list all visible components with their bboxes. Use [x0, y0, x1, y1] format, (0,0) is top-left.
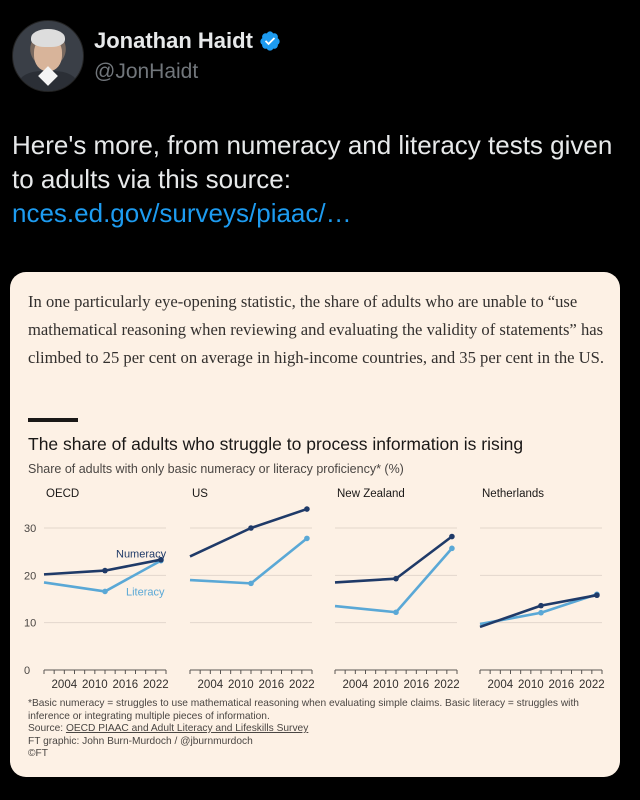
credit-line: FT graphic: John Burn-Murdoch / @jburnmu… [28, 735, 253, 747]
source-prefix: Source: [28, 723, 66, 734]
x-tick-label: 2022 [289, 679, 315, 691]
tweet-link[interactable]: nces.ed.gov/surveys/piaac/… [12, 198, 352, 228]
data-point-numeracy [102, 567, 108, 574]
media-card[interactable]: In one particularly eye-opening statisti… [10, 272, 620, 777]
y-tick-label: 0 [24, 665, 30, 677]
x-tick-label: 2022 [143, 679, 169, 691]
chart-footnotes: *Basic numeracy = struggles to use mathe… [28, 698, 608, 761]
data-point-literacy [248, 580, 254, 587]
x-tick-label: 2022 [579, 679, 605, 691]
verified-badge-icon [260, 31, 280, 51]
series-label-literacy: Literacy [126, 586, 165, 598]
x-tick-label: 2022 [434, 679, 460, 691]
x-tick-label: 2004 [198, 679, 224, 691]
panel-title: Netherlands [482, 488, 544, 500]
x-tick-label: 2004 [488, 679, 514, 691]
panel-title: OECD [46, 488, 79, 500]
data-point-numeracy [304, 506, 310, 512]
data-point-numeracy [158, 556, 164, 563]
series-line-literacy [189, 537, 308, 585]
avatar[interactable] [12, 20, 84, 92]
series-line-numeracy [43, 558, 162, 576]
article-quote: In one particularly eye-opening statisti… [28, 292, 604, 367]
y-tick-label: 10 [24, 618, 36, 630]
series-line-numeracy [189, 507, 308, 558]
x-tick-label: 2010 [82, 679, 108, 691]
y-tick-label: 20 [24, 570, 36, 582]
data-point-numeracy [594, 592, 600, 599]
data-point-literacy [102, 588, 108, 595]
x-tick-label: 2016 [549, 679, 575, 691]
data-point-numeracy [393, 575, 399, 582]
footnote-definitions-2: inference or integrating multiple pieces… [28, 710, 270, 722]
data-point-literacy [449, 545, 455, 552]
author-handle[interactable]: @JonHaidt [94, 60, 199, 83]
series-label-numeracy: Numeracy [116, 548, 167, 560]
panel-title: US [192, 488, 208, 500]
x-tick-label: 2004 [52, 679, 78, 691]
x-tick-label: 2010 [518, 679, 544, 691]
x-tick-label: 2004 [343, 679, 369, 691]
tweet-header: Jonathan Haidt @JonHaidt [12, 20, 612, 92]
source-link[interactable]: OECD PIAAC and Adult Literacy and Lifesk… [65, 723, 309, 734]
data-point-numeracy [248, 525, 254, 531]
small-multiples-chart: 0 10 20 30 OECD 2004 2010 2016 2022 Numeracy Liter… [24, 488, 605, 691]
data-point-literacy [538, 609, 544, 616]
data-point-literacy [304, 535, 310, 542]
author-name-row[interactable]: Jonathan Haidt [94, 28, 281, 54]
data-point-numeracy [449, 533, 455, 540]
x-tick-label: 2016 [259, 679, 285, 691]
footnote-definitions-1: *Basic numeracy = struggles to use mathe… [28, 698, 579, 709]
tweet-text: Here's more, from numeracy and literacy … [12, 128, 622, 230]
data-point-literacy [393, 609, 399, 616]
title-rule [28, 418, 78, 422]
tweet-body: Here's more, from numeracy and literacy … [12, 130, 613, 194]
x-tick-label: 2016 [113, 679, 139, 691]
chart-title: The share of adults who struggle to proc… [28, 434, 524, 454]
x-tick-label: 2016 [404, 679, 430, 691]
y-tick-label: 30 [24, 523, 36, 535]
x-tick-label: 2010 [228, 679, 254, 691]
panel-title: New Zealand [337, 488, 405, 500]
source-line: Source: OECD PIAAC and Adult Literacy an… [28, 723, 608, 736]
x-tick-label: 2010 [373, 679, 399, 691]
data-point-numeracy [538, 602, 544, 609]
chart-subtitle: Share of adults with only basic numeracy… [28, 462, 404, 476]
author-name[interactable]: Jonathan Haidt [94, 28, 253, 53]
copyright-line: ©FT [28, 748, 48, 759]
